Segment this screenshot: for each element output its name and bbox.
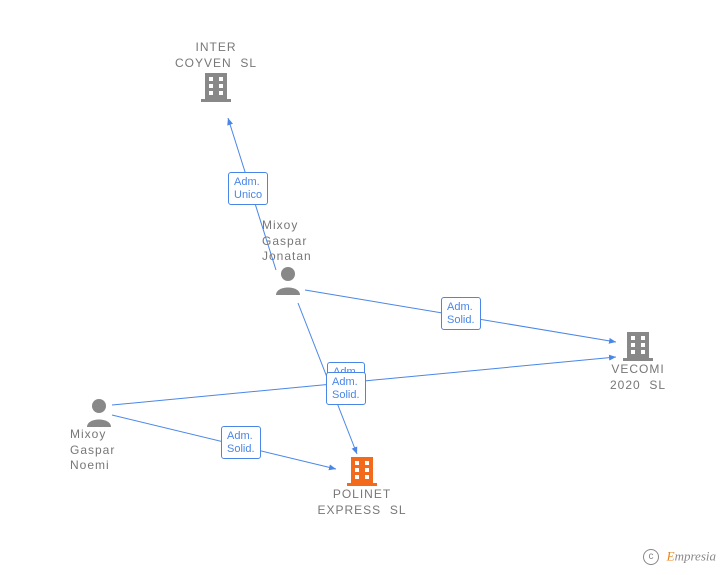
edge-label: Adm. Solid. <box>221 426 261 459</box>
node-label: POLINET EXPRESS SL <box>310 487 414 518</box>
edge-label: Adm. Solid. <box>326 372 366 405</box>
copyright-icon: c <box>643 549 659 565</box>
brand-name: Empresia <box>667 549 716 564</box>
node-inter-coyven[interactable]: INTER COYVEN SL <box>171 40 261 103</box>
edge-label: Adm. Solid. <box>441 297 481 330</box>
node-label: Mixoy Gaspar Noemi <box>70 427 128 474</box>
node-polinet[interactable]: POLINET EXPRESS SL <box>310 455 414 518</box>
edge-label: Adm. Unico <box>228 172 268 205</box>
building-icon <box>623 330 653 362</box>
building-icon <box>347 455 377 487</box>
footer-attribution: c Empresia <box>643 548 716 565</box>
node-noemi[interactable]: Mixoy Gaspar Noemi <box>70 397 128 474</box>
node-vecomi[interactable]: VECOMI 2020 SL <box>600 330 676 393</box>
node-label: VECOMI 2020 SL <box>600 362 676 393</box>
node-label: INTER COYVEN SL <box>171 40 261 71</box>
person-icon <box>85 397 113 427</box>
node-label: Mixoy Gaspar Jonatan <box>262 218 326 265</box>
person-icon <box>274 265 302 295</box>
building-icon <box>201 71 231 103</box>
node-jonatan[interactable]: Mixoy Gaspar Jonatan <box>250 218 326 295</box>
